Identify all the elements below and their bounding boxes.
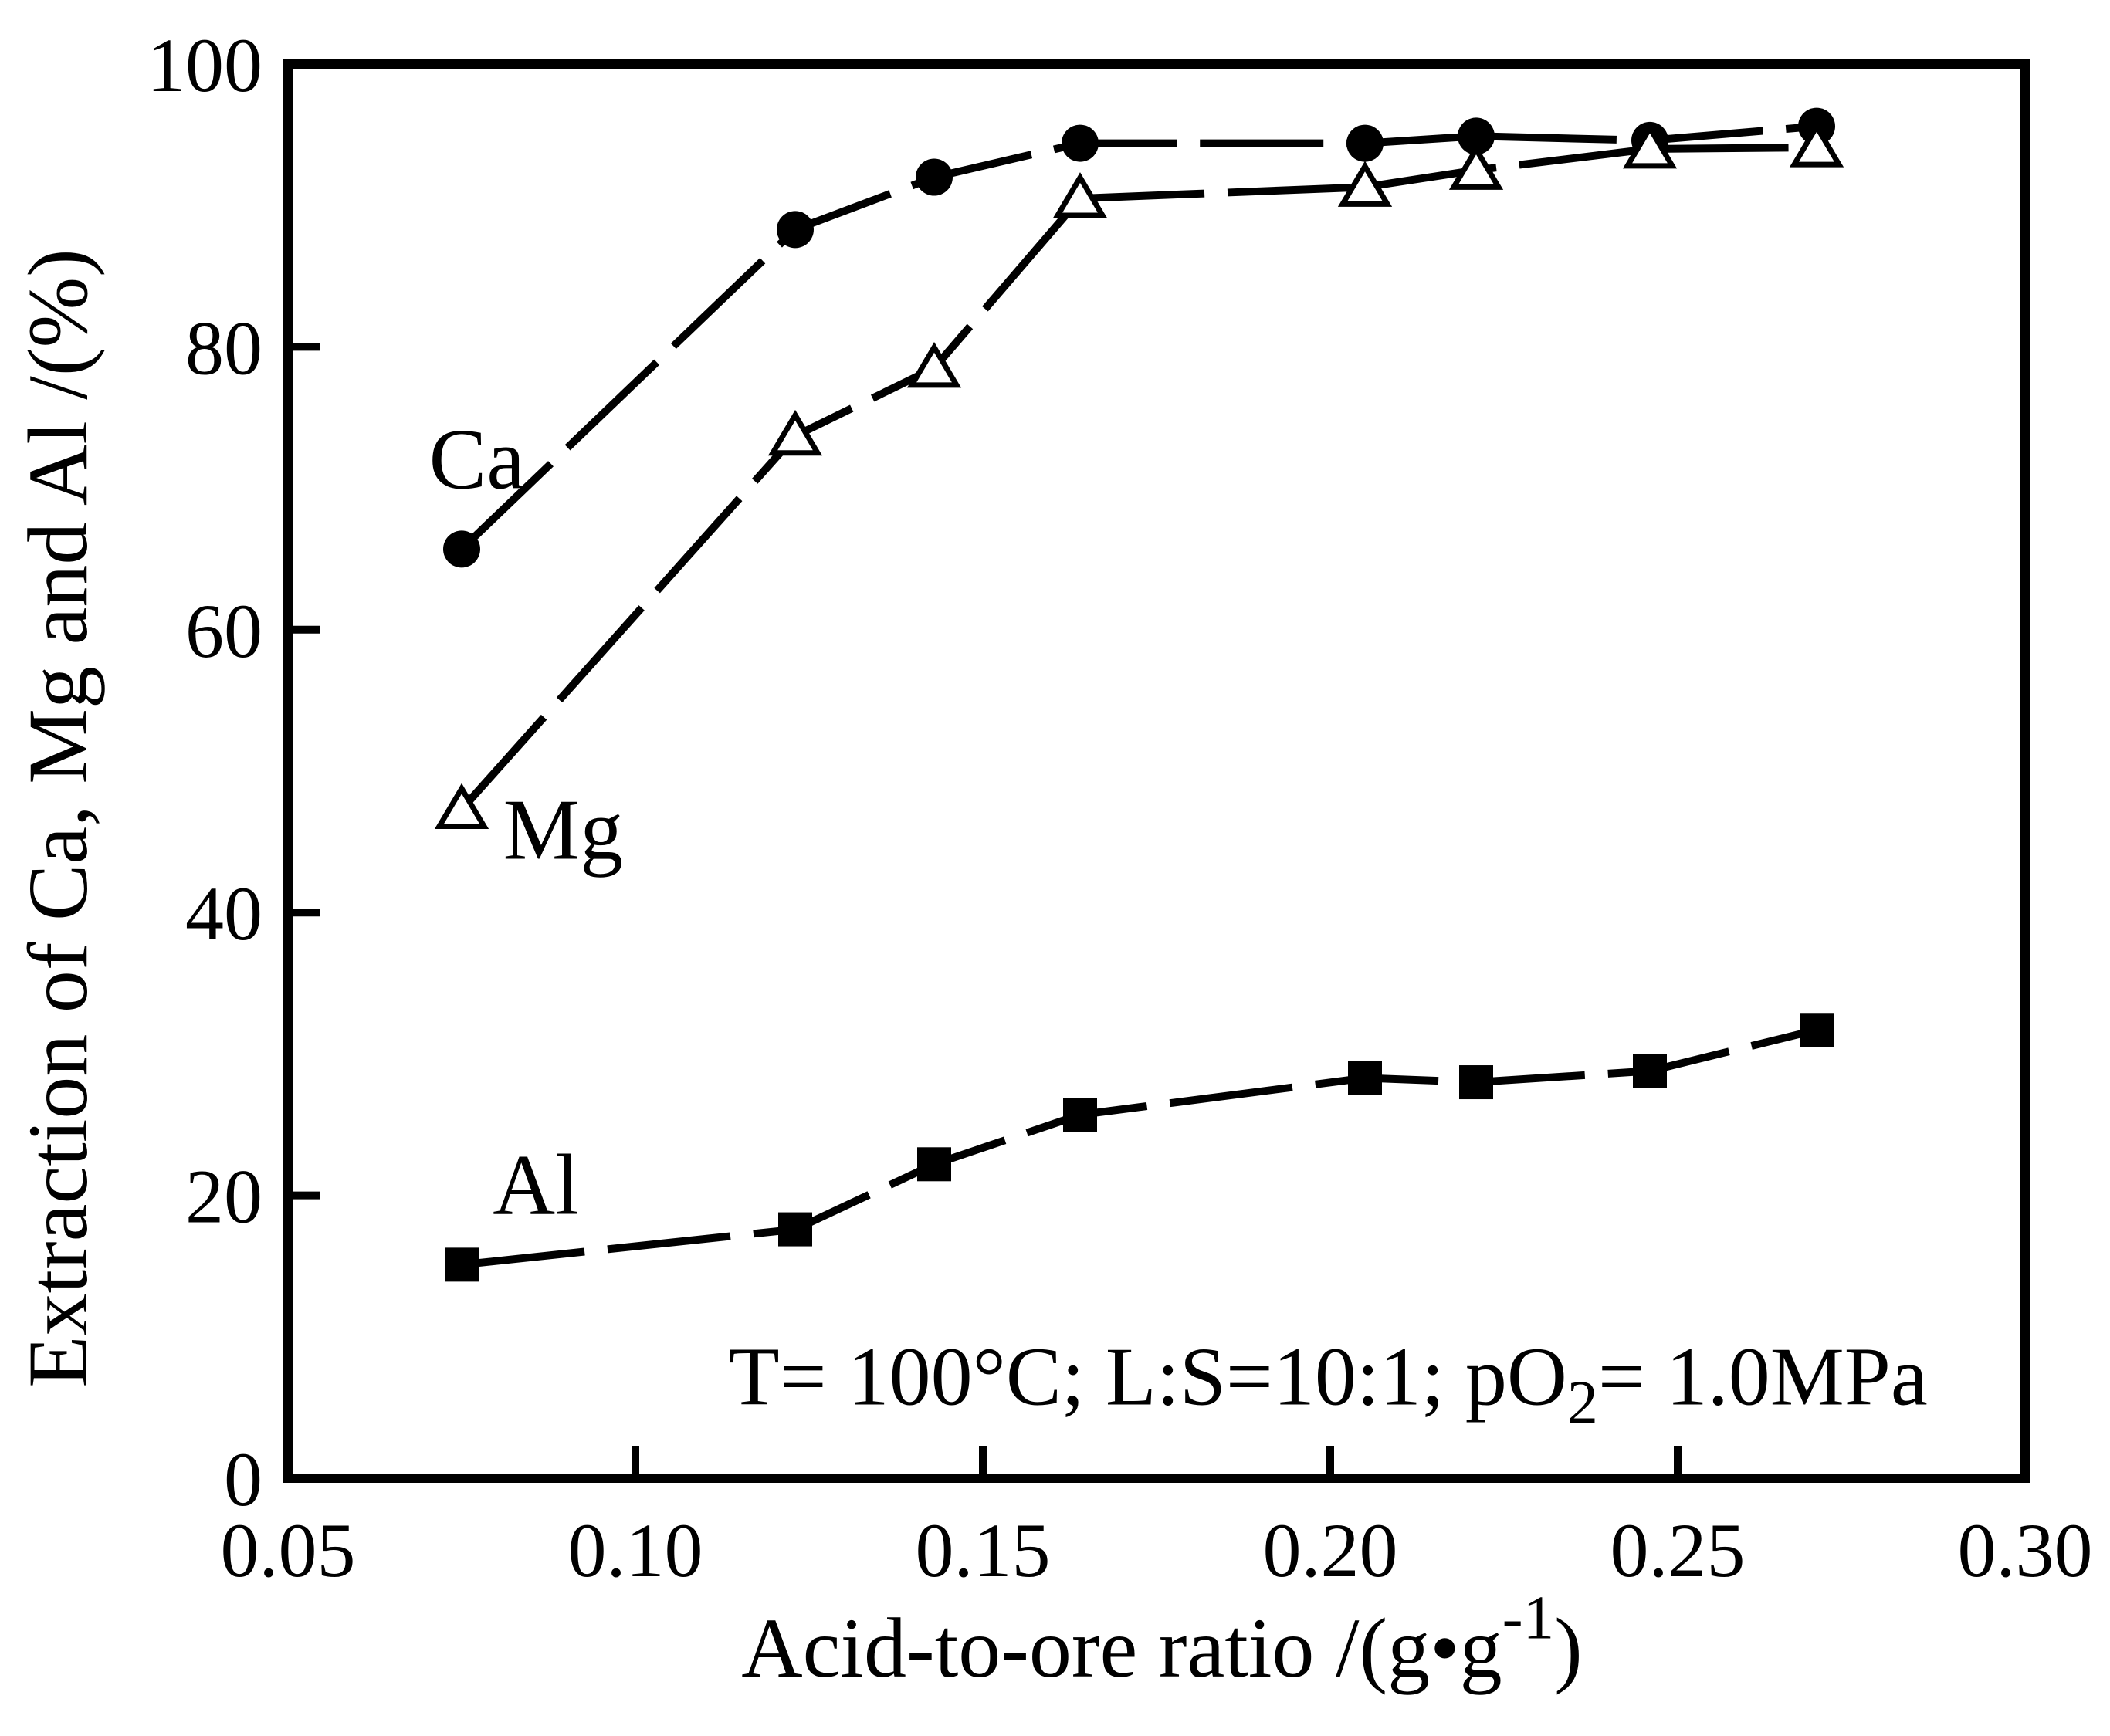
data-point-ca (1458, 117, 1495, 155)
y-tick-label: 80 (185, 305, 262, 391)
y-axis-tick-labels: 0 20 40 60 80 100 (147, 22, 262, 1522)
data-point-mg (906, 342, 962, 388)
data-point-mg (1789, 121, 1844, 168)
series-line-al (461, 1026, 1818, 1269)
data-point-mg (1448, 144, 1504, 190)
data-point-al (1348, 1061, 1382, 1095)
y-tick-label: 0 (224, 1437, 262, 1522)
y-tick-label: 100 (147, 22, 262, 108)
plot-border (283, 59, 2030, 1483)
x-tick-label: 0.15 (916, 1508, 1051, 1593)
data-point-al (1633, 1054, 1667, 1088)
y-tick-label: 60 (185, 588, 262, 674)
series-label-al: Al (493, 1137, 579, 1233)
data-point-al (778, 1212, 812, 1247)
x-axis-ticks (632, 1446, 1682, 1474)
y-tick-label: 20 (185, 1154, 262, 1240)
x-tick-label: 0.05 (221, 1508, 356, 1593)
series-layer (434, 107, 1844, 1282)
series-label-ca: Ca (429, 412, 525, 508)
data-point-al (1800, 1013, 1834, 1047)
series-line-ca (459, 122, 1817, 553)
data-point-mg (1052, 172, 1108, 218)
series-labels: Ca Mg Al (429, 412, 624, 1233)
y-axis-ticks (293, 343, 320, 1200)
data-point-ca (1062, 124, 1099, 162)
data-point-mg (1337, 161, 1393, 207)
data-point-al (1063, 1098, 1097, 1132)
data-point-ca (916, 158, 953, 196)
data-point-al (445, 1247, 479, 1282)
data-point-ca (443, 530, 480, 568)
data-point-ca (777, 211, 814, 249)
series-al (445, 1013, 1834, 1282)
x-tick-label: 0.30 (1958, 1508, 2093, 1593)
x-tick-label: 0.25 (1610, 1508, 1746, 1593)
x-tick-label: 0.20 (1263, 1508, 1398, 1593)
data-point-ca (1346, 124, 1384, 162)
y-axis-label: Extraction of Ca, Mg and Al /(%) (11, 249, 105, 1388)
x-tick-label: 0.10 (568, 1508, 703, 1593)
series-ca (443, 107, 1835, 568)
condition-annotation: T= 100°C; L:S=10:1; pO2= 1.0MPa (729, 1332, 1928, 1437)
y-tick-label: 40 (185, 871, 262, 956)
data-point-al (1459, 1065, 1493, 1100)
data-point-mg (1622, 123, 1678, 169)
x-axis-tick-labels: 0.05 0.10 0.15 0.20 0.25 0.30 (221, 1508, 2093, 1593)
series-line-mg (459, 144, 1817, 812)
data-point-al (917, 1147, 951, 1182)
data-point-mg (767, 409, 823, 456)
data-point-mg (434, 783, 489, 829)
x-axis-label: Acid-to-ore ratio /(g•g-1) (741, 1583, 1583, 1696)
series-mg (434, 121, 1844, 829)
series-label-mg: Mg (503, 783, 624, 878)
